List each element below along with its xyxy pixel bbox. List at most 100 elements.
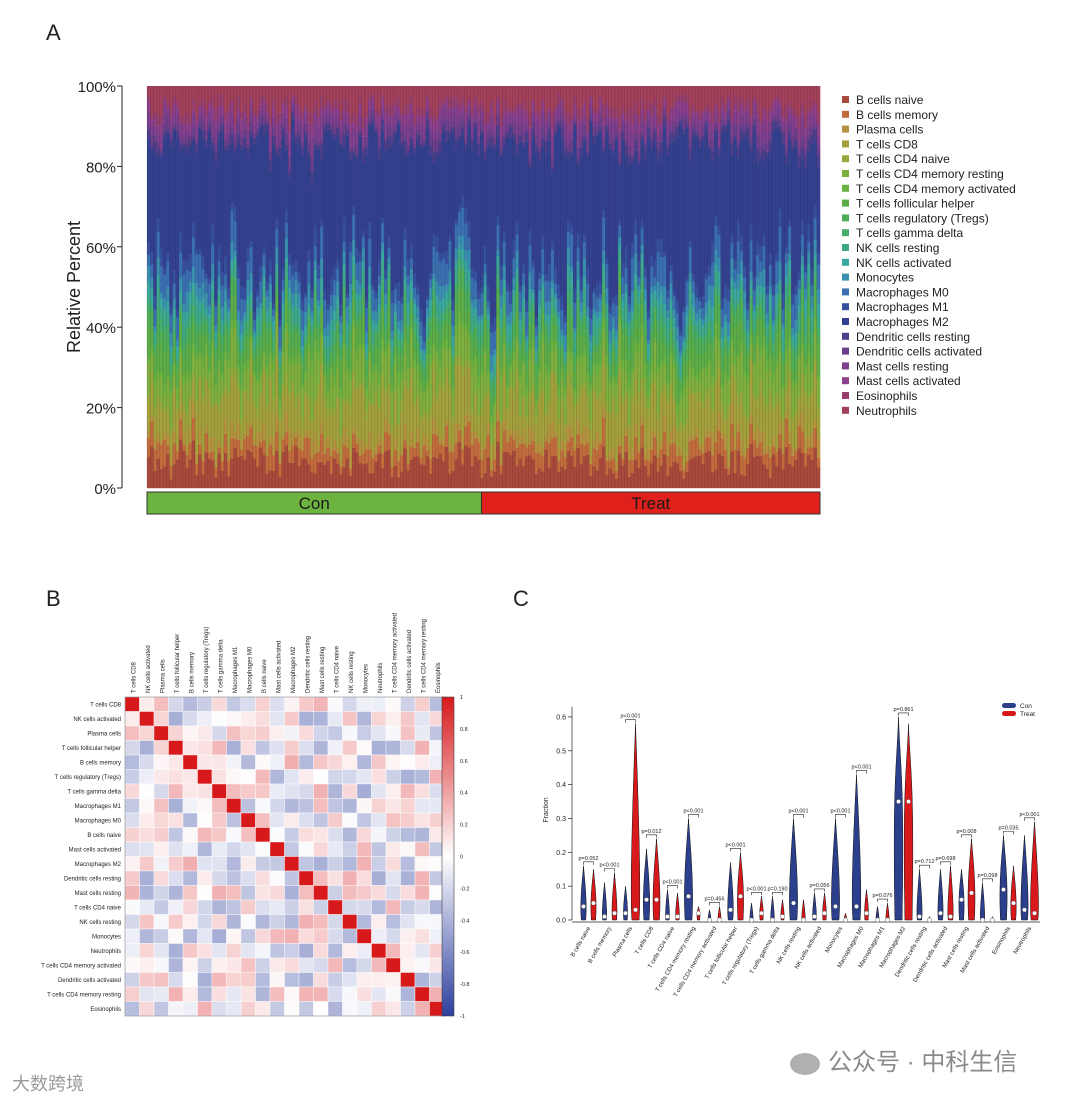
bar-segment [755,241,760,256]
bar-segment [377,406,382,411]
bar-segment [307,437,311,465]
bar-segment [563,363,568,367]
bar-segment [685,461,689,472]
bar-segment [509,322,513,330]
bar-segment [531,138,536,262]
bar-segment [531,128,536,139]
bar-segment [339,388,343,398]
bar-segment [499,474,504,489]
bar-segment [531,347,536,386]
bar-segment [512,323,516,339]
bar-segment [191,382,196,403]
bar-segment [768,121,773,131]
bar-segment [163,385,167,396]
bar-segment [153,86,157,112]
bar-segment [714,128,718,133]
bar-segment [611,331,616,342]
bar-segment [355,390,359,437]
bar-segment [310,472,314,489]
bar-segment [380,217,385,224]
bar-segment [220,132,225,273]
heatmap-cell [284,711,300,727]
bar-segment [169,124,173,134]
bar-segment [486,129,491,141]
bar-segment [736,393,741,407]
bar-segment [759,272,763,286]
bar-segment [637,86,641,115]
bar-segment [554,293,558,298]
bar-segment [749,114,753,119]
bar-segment [630,134,635,155]
bar-segment [787,86,792,102]
bar-segment [406,393,411,446]
bar-segment [473,110,478,121]
bar-segment [345,368,350,374]
bar-segment [573,95,577,106]
bar-segment [227,149,231,288]
bar-segment [175,451,180,460]
bar-segment [576,280,580,292]
bar-segment [598,443,603,458]
bar-segment [207,132,212,279]
bar-segment [659,86,664,110]
bar-segment [688,150,693,161]
bar-segment [304,431,308,438]
bar-segment [592,466,596,489]
bar-segment [326,309,330,324]
bar-segment [182,340,186,350]
bar-segment [332,310,337,320]
bar-segment [336,306,340,321]
bar-segment [445,100,449,110]
bar-segment [787,284,792,295]
bar-segment [787,294,792,312]
bar-segment [432,347,436,361]
bar-segment [813,239,818,254]
bar-segment [483,472,487,489]
bar-segment [528,360,532,394]
bar-segment [400,450,404,456]
bar-segment [377,126,382,138]
bar-segment [429,118,433,125]
bar-segment [489,377,494,382]
bar-segment [521,429,526,444]
bar-segment [320,137,324,145]
bar-segment [191,353,196,374]
bar-segment [406,113,411,125]
bar-segment [249,329,254,338]
bar-segment [326,129,330,305]
bar-segment [528,167,532,231]
bar-segment [813,141,818,205]
bar-segment [182,384,186,403]
bar-segment [393,449,398,466]
bar-segment [701,369,705,402]
bar-segment [605,306,609,320]
bar-segment [361,389,366,442]
bar-segment [166,302,170,316]
bar-segment [550,306,555,317]
bar-segment [358,283,363,295]
bar-segment [255,132,260,137]
bar-segment [429,279,433,289]
heatmap-cell [298,696,314,712]
bar-segment [445,94,449,101]
bar-segment [582,258,587,278]
bar-segment [557,119,561,124]
bar-segment [515,310,520,338]
bar-segment [483,314,487,321]
bar-segment [678,449,683,456]
bar-segment [207,398,212,438]
bar-segment [672,296,677,310]
bar-segment [598,342,603,363]
bar-segment [803,452,808,467]
bar-segment [329,406,334,415]
bar-segment [778,261,782,281]
bar-segment [377,284,382,305]
bar-segment [733,260,737,270]
bar-segment [675,341,680,347]
bar-segment [624,359,629,372]
bar-segment [813,280,818,297]
bar-segment [448,130,452,139]
bar-segment [787,253,792,261]
bar-segment [563,393,568,424]
bar-segment [352,447,356,489]
